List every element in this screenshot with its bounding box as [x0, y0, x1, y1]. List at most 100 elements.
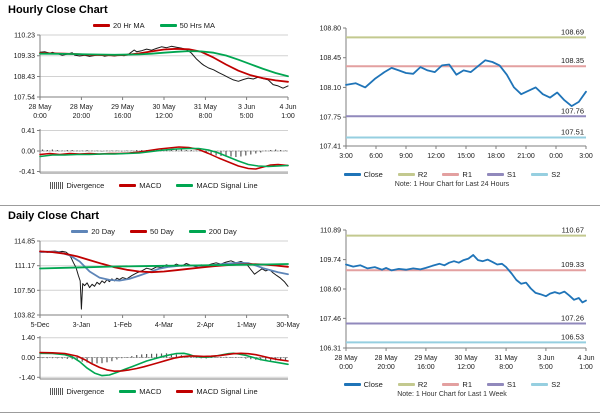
divergence-bar: [185, 150, 187, 151]
divergence-bar: [180, 149, 182, 151]
y-tick-label: 110.89: [320, 228, 341, 235]
x-tick-label: 0:00: [339, 364, 353, 371]
daily-pivot-note: Note: 1 Hour Chart for Last 1 Week: [397, 391, 507, 398]
x-tick-label: 4 Jun: [577, 355, 594, 362]
x-tick-label: 31 May: [194, 104, 217, 111]
line-swatch-icon: [531, 172, 549, 176]
legend-item: Close: [343, 170, 383, 179]
x-tick-label: 3 Jun: [238, 104, 255, 111]
divergence-bar: [111, 150, 113, 151]
divergence-bar: [245, 357, 247, 359]
divergence-bar: [56, 150, 58, 151]
divergence-bar: [116, 150, 118, 151]
x-tick-label: 8:00: [199, 113, 213, 120]
x-tick-label: 1:00: [281, 113, 295, 120]
x-tick-label: 30 May: [153, 104, 176, 111]
series-macd-signal-line: [39, 147, 289, 168]
legend-label: 200 Day: [208, 226, 237, 236]
divergence-bar: [136, 355, 138, 358]
legend-item: 50 Hrs MA: [159, 21, 215, 30]
line-swatch-icon: [119, 183, 137, 187]
divergence-bar: [210, 357, 212, 358]
divergence-bar: [240, 151, 242, 157]
legend-item: R2: [397, 169, 428, 179]
x-tick-label: 29 May: [111, 104, 134, 111]
pivot-line-label: 106.53: [561, 332, 584, 341]
x-tick-label: 9:00: [399, 153, 413, 160]
pivot-line-label: 108.69: [561, 27, 584, 36]
divergence-bar: [131, 356, 133, 358]
y-tick-label: -1.40: [19, 375, 35, 382]
x-tick-label: 31 May: [495, 355, 518, 362]
legend-label: S2: [551, 379, 561, 389]
legend-item: MACD: [119, 387, 161, 396]
divergence-bar: [101, 151, 103, 152]
y-tick-label: 107.41: [320, 144, 342, 151]
divergence-bar: [284, 357, 287, 361]
legend-item: MACD: [119, 181, 161, 190]
divergence-bar: [136, 150, 138, 151]
legend-label: Close: [363, 379, 383, 389]
legend-item: MACD Signal Line: [176, 387, 258, 396]
legend-label: 20 Hr MA: [112, 20, 145, 30]
y-tick-label: 108.80: [320, 26, 342, 33]
divergence-bar: [81, 150, 83, 151]
line-swatch-icon: [188, 229, 206, 233]
y-tick-label: 107.50: [14, 288, 36, 295]
divergence-bar: [71, 357, 73, 360]
legend-label: Divergence: [66, 386, 105, 396]
divergence-bar: [170, 149, 172, 151]
x-tick-label: 0:00: [33, 113, 47, 120]
hourly-macd-chart: 0.41 0.00 -0.41: [19, 128, 289, 176]
divergence-bar: [230, 357, 232, 358]
divergence-bar: [106, 150, 108, 151]
divergence-bar: [225, 151, 227, 157]
divergence-bar: [260, 151, 262, 153]
y-tick-label: 107.54: [14, 95, 36, 102]
divergence-bar: [66, 357, 68, 359]
divergence-bar: [200, 357, 202, 359]
y-tick-label: 0.00: [21, 149, 35, 156]
divergence-bar: [96, 150, 98, 151]
divergence-bar: [175, 354, 177, 358]
x-tick-label: 16:00: [114, 113, 132, 120]
y-tick-label: 109.74: [320, 257, 342, 264]
divergence-bar: [76, 357, 78, 361]
hourly-chart-title: Hourly Close Chart: [8, 4, 108, 16]
x-tick-label: 6:00: [369, 153, 383, 160]
legend-label: R2: [417, 169, 428, 179]
legend-label: R2: [417, 379, 428, 389]
x-tick-label: 5-Dec: [31, 322, 50, 329]
daily-close-legend: 20 Day 50 Day 200 Day: [4, 225, 304, 237]
legend-item: R1: [442, 170, 472, 179]
legend-item: R1: [442, 380, 472, 389]
legend-label: S2: [551, 169, 561, 179]
hourly-close-legend: 20 Hr MA 50 Hrs MA: [4, 19, 304, 31]
legend-item: MACD Signal Line: [176, 181, 258, 190]
divergence-bar: [56, 357, 58, 359]
divergence-bar: [76, 150, 78, 151]
line-swatch-icon: [343, 172, 361, 176]
divergence-bar: [121, 357, 123, 359]
divergence-bar: [245, 151, 247, 156]
divergence-bar: [151, 353, 153, 358]
divergence-bar: [235, 151, 237, 157]
hourly-section: Hourly Close Chart 20 Hr MA 50 Hrs MA 110…: [0, 0, 600, 206]
hourly-pivot-panel: 108.80 108.45 108.10 107.75 107.41 3:00 6:00 9:…: [306, 0, 598, 190]
divergence-bar: [240, 357, 242, 358]
x-tick-label: 21:00: [517, 153, 535, 160]
divergence-bar: [61, 150, 63, 151]
x-tick-label: 5:00: [240, 113, 254, 120]
daily-section: Daily Close Chart 20 Day 50 Day 200 Day 11…: [0, 206, 600, 413]
divergence-bar: [230, 151, 232, 157]
divergence-bar: [210, 151, 212, 155]
line-swatch-icon: [442, 172, 460, 176]
line-swatch-icon: [159, 23, 177, 27]
series-macd: [39, 352, 289, 377]
y-tick-label: 109.33: [14, 53, 36, 60]
daily-macd-legend: Divergence MACD MACD Signal Line: [4, 385, 304, 397]
y-tick-label: 103.82: [14, 313, 36, 320]
x-tick-label: 28 May: [375, 355, 398, 362]
x-tick-label: 3 Jun: [537, 355, 554, 362]
